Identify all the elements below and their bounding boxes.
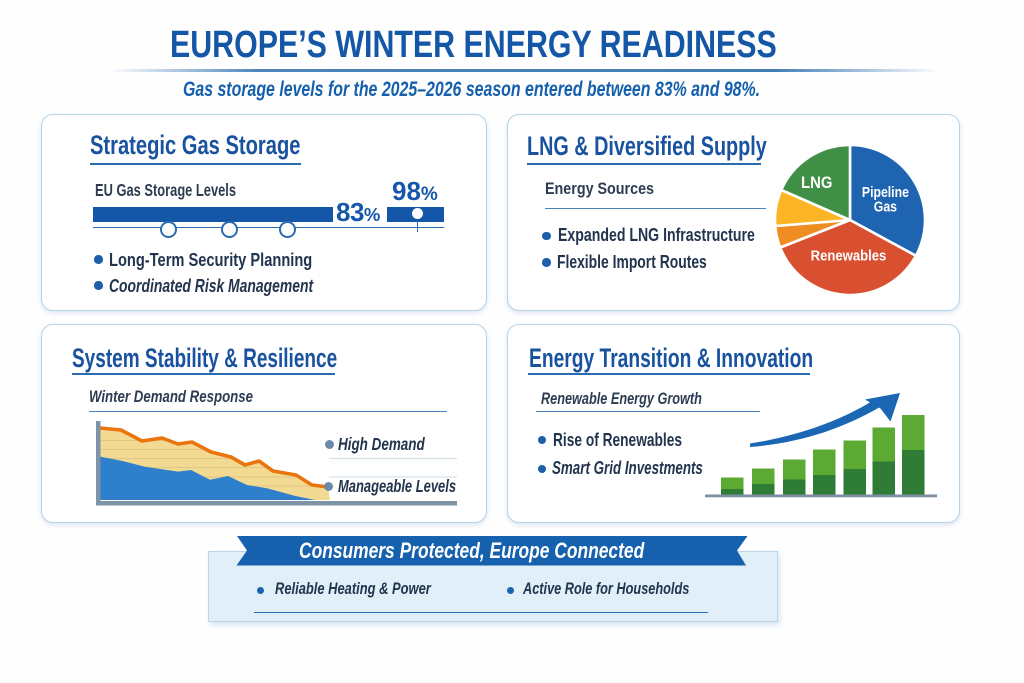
svg-text:Renewables: Renewables <box>811 248 887 265</box>
svg-text:LNG: LNG <box>801 174 832 192</box>
svg-text:Pipeline: Pipeline <box>862 185 909 201</box>
svg-text:Gas: Gas <box>874 200 897 216</box>
